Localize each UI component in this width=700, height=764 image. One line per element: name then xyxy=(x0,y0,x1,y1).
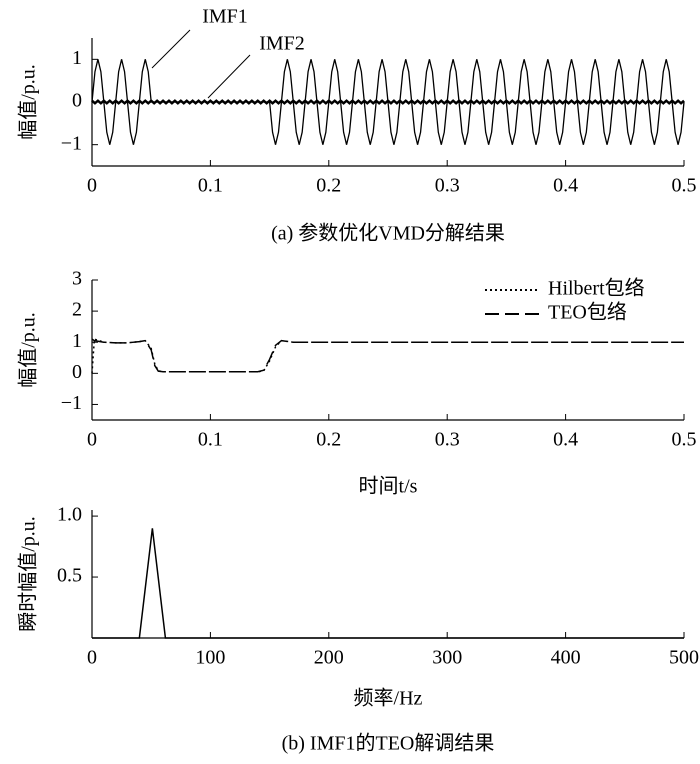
legend-label: Hilbert包络 xyxy=(548,277,645,300)
line-series xyxy=(92,528,684,639)
annotation: IMF1 xyxy=(202,6,248,28)
x-tick-label: 500 xyxy=(669,647,699,669)
x-tick-label: 0.5 xyxy=(672,429,697,451)
x-tick-label: 400 xyxy=(551,647,581,669)
line-series xyxy=(91,338,684,373)
y-tick-label: −1 xyxy=(61,392,82,414)
x-tick-label: 0.1 xyxy=(198,175,223,197)
caption: (b) IMF1的TEO解调结果 xyxy=(282,732,495,755)
y-axis-label: 瞬时幅值/p.u. xyxy=(17,516,40,632)
x-tick-label: 200 xyxy=(314,647,344,669)
y-axis-label: 幅值/p.u. xyxy=(17,64,40,140)
annotation-leader xyxy=(207,54,251,99)
x-tick-label: 0.3 xyxy=(435,175,460,197)
y-axis-label: 幅值/p.u. xyxy=(17,312,40,388)
y-tick-label: 1 xyxy=(72,330,82,352)
x-axis-label: 时间t/s xyxy=(359,475,418,498)
legend-label: TEO包络 xyxy=(548,301,627,324)
line-series xyxy=(91,338,684,374)
y-tick-label: 3 xyxy=(72,268,82,290)
y-tick-label: 0 xyxy=(72,90,82,112)
x-tick-label: 0 xyxy=(87,647,97,669)
x-axis-label: 频率/Hz xyxy=(354,687,423,710)
y-tick-label: 1.0 xyxy=(57,504,82,526)
annotation: IMF2 xyxy=(259,33,305,55)
x-tick-label: 0 xyxy=(87,429,97,451)
x-tick-label: 0.2 xyxy=(316,175,341,197)
x-tick-label: 100 xyxy=(195,647,225,669)
x-tick-label: 0.2 xyxy=(316,429,341,451)
y-tick-label: 0.5 xyxy=(57,565,82,587)
line-series xyxy=(91,99,685,105)
y-tick-label: 2 xyxy=(72,299,82,321)
x-tick-label: 300 xyxy=(432,647,462,669)
x-tick-label: 0.5 xyxy=(672,175,697,197)
x-tick-label: 0.4 xyxy=(553,175,578,197)
y-tick-label: 0 xyxy=(72,361,82,383)
annotation-leader xyxy=(151,29,191,69)
x-tick-label: 0.3 xyxy=(435,429,460,451)
y-tick-label: −1 xyxy=(61,132,82,154)
y-tick-label: 1 xyxy=(72,47,82,69)
caption: (a) 参数优化VMD分解结果 xyxy=(271,222,505,245)
x-tick-label: 0.1 xyxy=(198,429,223,451)
x-tick-label: 0 xyxy=(87,175,97,197)
x-tick-label: 0.4 xyxy=(553,429,578,451)
